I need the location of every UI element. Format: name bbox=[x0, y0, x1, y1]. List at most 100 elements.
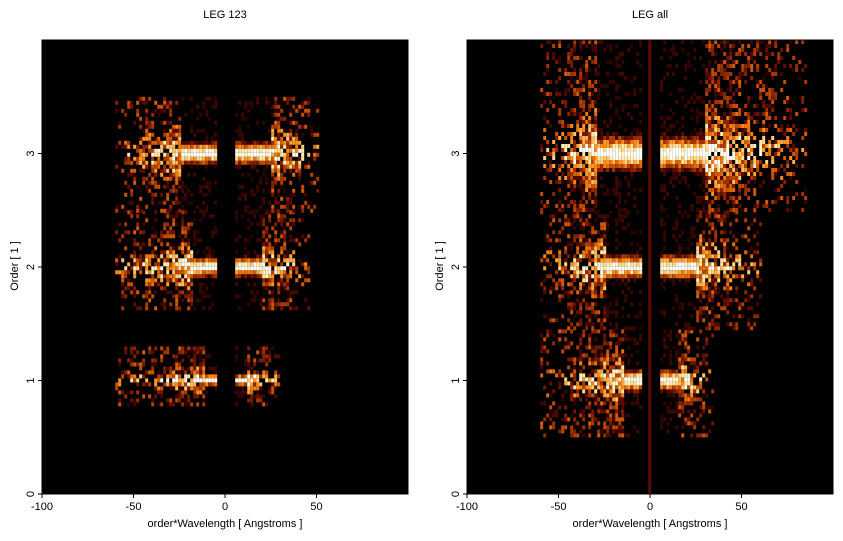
heatmap-cell bbox=[202, 156, 206, 161]
heatmap-cell bbox=[585, 393, 589, 398]
heatmap-cell bbox=[555, 136, 559, 140]
heatmap-cell bbox=[690, 329, 694, 334]
heatmap-cell bbox=[594, 156, 598, 160]
heatmap-cell bbox=[262, 370, 266, 375]
heatmap-cell bbox=[259, 302, 263, 307]
heatmap-cell bbox=[660, 204, 664, 208]
heatmap-cell bbox=[627, 357, 631, 362]
heatmap-cell bbox=[744, 64, 748, 68]
heatmap-cell bbox=[585, 128, 589, 132]
heatmap-cell bbox=[130, 374, 134, 379]
heatmap-cell bbox=[780, 164, 784, 168]
heatmap-cell bbox=[639, 373, 643, 378]
heatmap-cell bbox=[241, 172, 245, 177]
heatmap-cell bbox=[672, 345, 676, 350]
heatmap-cell bbox=[136, 160, 140, 165]
heatmap-cell bbox=[268, 214, 272, 219]
heatmap-cell bbox=[660, 274, 664, 279]
heatmap-cell bbox=[717, 64, 721, 68]
heatmap-cell bbox=[570, 108, 574, 112]
heatmap-cell bbox=[612, 373, 616, 378]
heatmap-cell bbox=[720, 156, 724, 160]
heatmap-cell bbox=[705, 80, 709, 84]
heatmap-cell bbox=[729, 184, 733, 188]
heatmap-cell bbox=[552, 278, 556, 283]
heatmap-cell bbox=[265, 180, 269, 185]
heatmap-cell bbox=[639, 148, 643, 152]
y-tick-label: 0 bbox=[25, 491, 37, 497]
heatmap-cell bbox=[142, 160, 146, 165]
heatmap-cell bbox=[723, 192, 727, 196]
heatmap-cell bbox=[618, 357, 622, 362]
heatmap-cell bbox=[702, 278, 706, 283]
heatmap-cell bbox=[567, 357, 571, 362]
heatmap-cell bbox=[612, 369, 616, 374]
heatmap-cell bbox=[612, 266, 616, 271]
heatmap-cell bbox=[660, 140, 664, 144]
heatmap-cell bbox=[627, 385, 631, 390]
heatmap-cell bbox=[600, 144, 604, 148]
heatmap-cell bbox=[591, 409, 595, 414]
heatmap-cell bbox=[181, 270, 185, 275]
heatmap-cell bbox=[726, 116, 730, 120]
heatmap-cell bbox=[136, 306, 140, 311]
heatmap-cell bbox=[720, 100, 724, 104]
heatmap-cell bbox=[205, 108, 209, 113]
heatmap-cell bbox=[708, 128, 712, 132]
heatmap-cell bbox=[130, 282, 134, 287]
heatmap-cell bbox=[124, 192, 128, 197]
heatmap-cell bbox=[636, 132, 640, 136]
heatmap-cell bbox=[202, 282, 206, 287]
heatmap-cell bbox=[600, 282, 604, 287]
heatmap-cell bbox=[567, 318, 571, 323]
heatmap-cell bbox=[615, 156, 619, 160]
heatmap-cell bbox=[154, 346, 158, 351]
heatmap-cell bbox=[708, 238, 712, 243]
heatmap-cell bbox=[663, 184, 667, 188]
heatmap-cell bbox=[615, 230, 619, 235]
heatmap-cell bbox=[738, 80, 742, 84]
heatmap-cell bbox=[618, 262, 622, 267]
heatmap-cell bbox=[244, 192, 248, 197]
heatmap-cell bbox=[738, 204, 742, 208]
heatmap-cell bbox=[277, 116, 281, 121]
heatmap-cell bbox=[660, 132, 664, 136]
heatmap-cell bbox=[588, 56, 592, 60]
heatmap-cell bbox=[190, 156, 194, 161]
heatmap-cell bbox=[735, 258, 739, 263]
heatmap-cell bbox=[582, 357, 586, 362]
heatmap-cell bbox=[693, 266, 697, 271]
heatmap-cell bbox=[747, 180, 751, 184]
heatmap-cell bbox=[621, 160, 625, 164]
heatmap-cell bbox=[717, 124, 721, 128]
heatmap-cell bbox=[678, 88, 682, 92]
heatmap-cell bbox=[717, 116, 721, 120]
heatmap-cell bbox=[588, 270, 592, 275]
heatmap-cell bbox=[274, 282, 278, 287]
heatmap-cell bbox=[564, 144, 568, 148]
heatmap-cell bbox=[274, 234, 278, 239]
heatmap-cell bbox=[726, 274, 730, 279]
heatmap-cell bbox=[163, 366, 167, 371]
heatmap-cell bbox=[699, 100, 703, 104]
heatmap-cell bbox=[699, 270, 703, 275]
heatmap-cell bbox=[283, 188, 287, 193]
heatmap-cell bbox=[289, 192, 293, 197]
heatmap-cell bbox=[540, 349, 544, 354]
heatmap-cell bbox=[166, 254, 170, 259]
heatmap-cell bbox=[600, 258, 604, 263]
heatmap-cell bbox=[151, 270, 155, 275]
heatmap-cell bbox=[573, 401, 577, 406]
heatmap-cell bbox=[729, 116, 733, 120]
heatmap-cell bbox=[606, 294, 610, 299]
heatmap-cell bbox=[124, 246, 128, 251]
heatmap-cell bbox=[298, 258, 302, 263]
heatmap-cell bbox=[588, 246, 592, 251]
heatmap-cell bbox=[274, 258, 278, 263]
heatmap-cell bbox=[564, 156, 568, 160]
heatmap-cell bbox=[292, 290, 296, 295]
heatmap-cell bbox=[699, 148, 703, 152]
heatmap-cell bbox=[606, 425, 610, 430]
heatmap-cell bbox=[684, 421, 688, 426]
heatmap-cell bbox=[175, 294, 179, 299]
